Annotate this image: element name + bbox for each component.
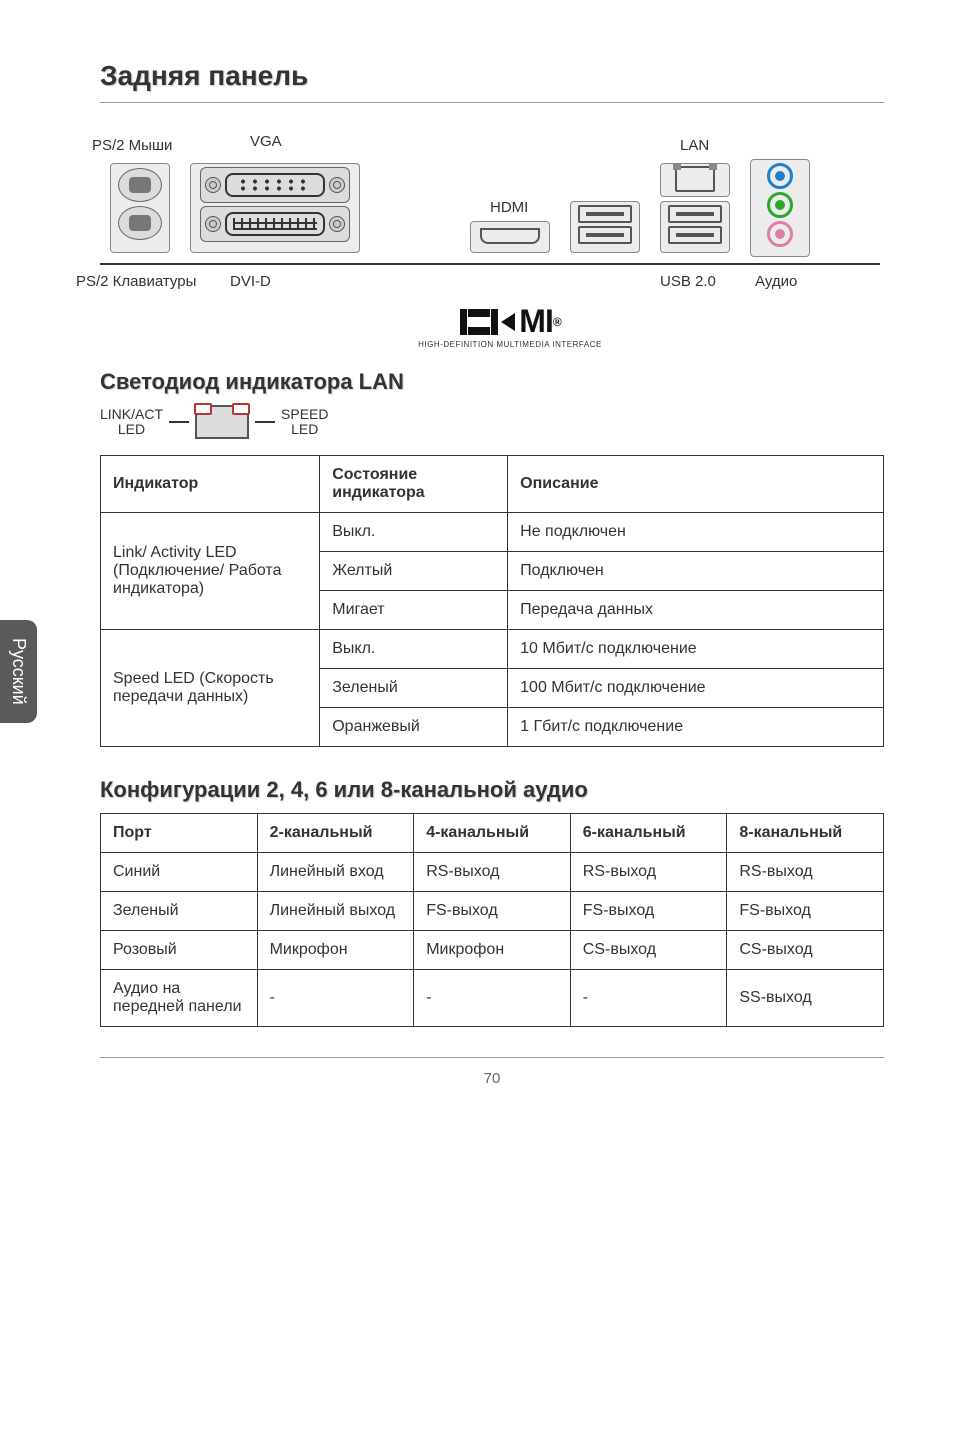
audio-config-title: Конфигурации 2, 4, 6 или 8-канальной ауд… — [100, 777, 884, 803]
lan-led-port-icon — [195, 405, 249, 439]
th-4ch: 4-канальный — [414, 814, 571, 853]
link-act-label: LINK/ACTLED — [100, 407, 163, 438]
usb30-port-icon — [578, 205, 632, 223]
language-tab: Русский — [0, 620, 37, 723]
table-row: Синий Линейный вход RS-выход RS-выход RS… — [101, 853, 884, 892]
hdmi-logo: MI® HIGH-DEFINITION MULTIMEDIA INTERFACE — [380, 303, 640, 349]
table-row: Link/ Activity LED (Подключение/ Работа … — [101, 513, 884, 552]
lan-block — [660, 163, 730, 197]
cell-state: Желтый — [320, 552, 508, 591]
cell: Линейный вход — [257, 853, 414, 892]
th-port: Порт — [101, 814, 258, 853]
table-row: Индикатор Состояние индикатора Описание — [101, 456, 884, 513]
table-row: Зеленый Линейный выход FS-выход FS-выход… — [101, 892, 884, 931]
cell-desc: 10 Мбит/с подключение — [508, 630, 884, 669]
base-line — [100, 263, 880, 265]
cell: SS-выход — [727, 970, 884, 1027]
cell: - — [257, 970, 414, 1027]
cell: Аудио на передней панели — [101, 970, 258, 1027]
hdmi-block — [470, 221, 550, 253]
lan-led-title: Светодиод индикатора LAN — [100, 369, 884, 395]
cell: Синий — [101, 853, 258, 892]
hdmi-logo-subtext: HIGH-DEFINITION MULTIMEDIA INTERFACE — [380, 340, 640, 349]
usb20-block — [660, 201, 730, 253]
vga-port-icon — [200, 167, 350, 203]
lan-port-icon — [675, 166, 715, 192]
page-footer: 70 — [100, 1057, 884, 1087]
label-ps2-mouse: PS/2 Мыши — [92, 137, 172, 154]
cell: FS-выход — [570, 892, 727, 931]
cell: Линейный выход — [257, 892, 414, 931]
cell-desc: 100 Мбит/с подключение — [508, 669, 884, 708]
table-row: Speed LED (Скорость передачи данных) Вык… — [101, 630, 884, 669]
cell: FS-выход — [727, 892, 884, 931]
th-desc: Описание — [508, 456, 884, 513]
page-content: Задняя панель PS/2 Мыши VGA HDMI USB 3.0… — [0, 0, 954, 1127]
rear-panel-diagram: PS/2 Мыши VGA HDMI USB 3.0 LAN — [100, 133, 880, 293]
cell: FS-выход — [414, 892, 571, 931]
table-row: Порт 2-канальный 4-канальный 6-канальный… — [101, 814, 884, 853]
usb20-port-icon — [668, 205, 722, 223]
th-2ch: 2-канальный — [257, 814, 414, 853]
audio-jack-blue-icon — [767, 163, 793, 189]
table-row: Розовый Микрофон Микрофон CS-выход CS-вы… — [101, 931, 884, 970]
th-6ch: 6-канальный — [570, 814, 727, 853]
label-ps2-keyboard: PS/2 Клавиатуры — [76, 273, 196, 290]
th-8ch: 8-канальный — [727, 814, 884, 853]
lan-led-table: Индикатор Состояние индикатора Описание … — [100, 455, 884, 747]
cell-desc: Не подключен — [508, 513, 884, 552]
ps2-keyboard-port-icon — [118, 206, 162, 240]
cell: Микрофон — [414, 931, 571, 970]
cell: Микрофон — [257, 931, 414, 970]
cell: RS-выход — [414, 853, 571, 892]
ps2-mouse-port-icon — [118, 168, 162, 202]
vga-dvi-block — [190, 163, 360, 253]
cell-desc: Передача данных — [508, 591, 884, 630]
table-row: Аудио на передней панели - - - SS-выход — [101, 970, 884, 1027]
cell: - — [414, 970, 571, 1027]
label-usb20: USB 2.0 — [660, 273, 716, 290]
label-lan: LAN — [680, 137, 709, 154]
cell-state: Оранжевый — [320, 708, 508, 747]
cell: RS-выход — [727, 853, 884, 892]
lan-led-diagram: LINK/ACTLED SPEEDLED — [100, 405, 884, 439]
label-vga: VGA — [250, 133, 282, 150]
speed-label: SPEEDLED — [281, 407, 328, 438]
cell-indicator: Speed LED (Скорость передачи данных) — [101, 630, 320, 747]
cell-state: Выкл. — [320, 513, 508, 552]
cell-state: Зеленый — [320, 669, 508, 708]
cell-state: Мигает — [320, 591, 508, 630]
label-dvi-d: DVI-D — [230, 273, 271, 290]
cell: CS-выход — [570, 931, 727, 970]
hdmi-port-icon — [480, 228, 540, 244]
usb20-port-icon — [668, 226, 722, 244]
cell: Розовый — [101, 931, 258, 970]
th-indicator: Индикатор — [101, 456, 320, 513]
ps2-connector-block — [110, 163, 170, 253]
cell: - — [570, 970, 727, 1027]
audio-block — [750, 159, 810, 257]
audio-jack-green-icon — [767, 192, 793, 218]
cell: RS-выход — [570, 853, 727, 892]
label-hdmi: HDMI — [490, 199, 528, 216]
label-audio: Аудио — [755, 273, 797, 290]
audio-jack-pink-icon — [767, 221, 793, 247]
audio-config-table: Порт 2-канальный 4-канальный 6-канальный… — [100, 813, 884, 1027]
cell: Зеленый — [101, 892, 258, 931]
section-title: Задняя панель — [100, 60, 884, 103]
cell-indicator: Link/ Activity LED (Подключение/ Работа … — [101, 513, 320, 630]
cell-state: Выкл. — [320, 630, 508, 669]
usb30-port-icon — [578, 226, 632, 244]
page-number: 70 — [484, 1070, 501, 1087]
usb30-block — [570, 201, 640, 253]
th-state: Состояние индикатора — [320, 456, 508, 513]
cell-desc: 1 Гбит/с подключение — [508, 708, 884, 747]
cell-desc: Подключен — [508, 552, 884, 591]
dvi-port-icon — [200, 206, 350, 242]
cell: CS-выход — [727, 931, 884, 970]
